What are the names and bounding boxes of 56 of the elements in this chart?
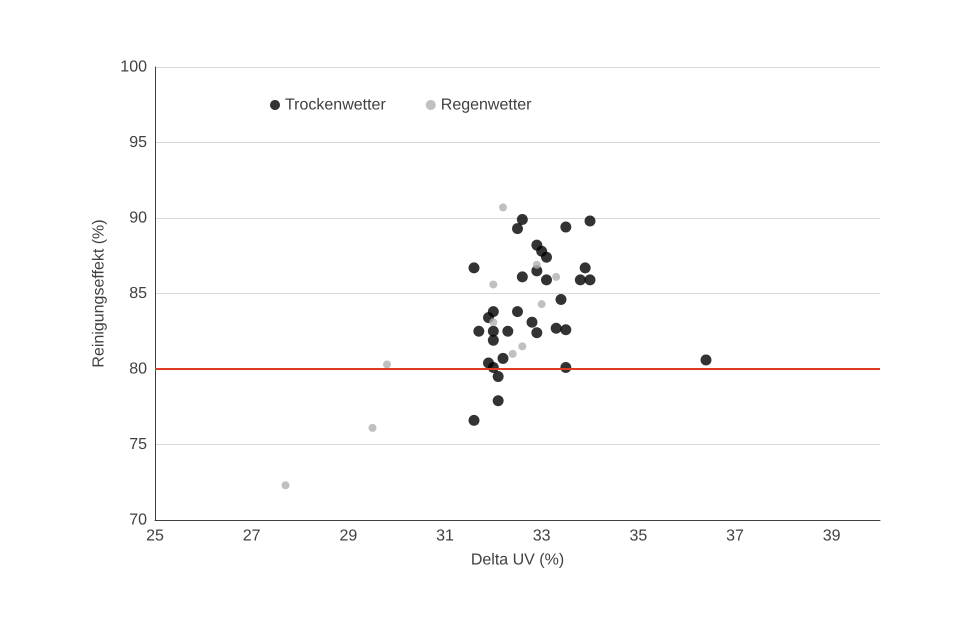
y-tick-label: 95 bbox=[129, 134, 148, 151]
x-tick-label: 29 bbox=[339, 528, 358, 544]
point bbox=[512, 306, 523, 318]
point bbox=[498, 352, 508, 364]
point bbox=[560, 324, 572, 336]
point bbox=[368, 424, 376, 432]
y-tick-label: 80 bbox=[129, 360, 148, 378]
point bbox=[499, 203, 507, 212]
point bbox=[468, 414, 480, 426]
point bbox=[502, 326, 514, 337]
x-tick-label: 25 bbox=[146, 528, 164, 544]
point bbox=[580, 262, 591, 274]
point bbox=[541, 252, 552, 263]
point bbox=[489, 280, 498, 288]
point bbox=[526, 316, 538, 328]
legend-label: Regenwetter bbox=[440, 96, 532, 114]
point bbox=[508, 350, 517, 358]
point bbox=[518, 342, 526, 350]
y-tick-label: 90 bbox=[129, 210, 148, 226]
x-tick-label: 35 bbox=[629, 528, 648, 544]
point bbox=[516, 214, 528, 226]
point bbox=[282, 481, 290, 490]
point bbox=[488, 326, 499, 337]
y-tick-label: 85 bbox=[129, 285, 148, 302]
point bbox=[512, 223, 523, 234]
point bbox=[492, 395, 504, 406]
point bbox=[531, 327, 542, 338]
point bbox=[552, 272, 560, 281]
point bbox=[584, 216, 596, 227]
point bbox=[473, 326, 484, 337]
point bbox=[560, 222, 572, 233]
point bbox=[532, 260, 541, 269]
point bbox=[556, 294, 566, 306]
point bbox=[700, 354, 712, 366]
y-tick-label: 70 bbox=[129, 512, 148, 528]
x-axis-title: Delta UV (%) bbox=[470, 552, 564, 568]
point bbox=[550, 322, 562, 334]
point bbox=[489, 318, 498, 326]
legend-label: Trockenwetter bbox=[285, 96, 386, 114]
point bbox=[468, 262, 480, 274]
point bbox=[383, 360, 391, 368]
point bbox=[538, 300, 546, 308]
y-axis-title: Reinigungseffekt (%) bbox=[90, 219, 108, 368]
x-tick-label: 27 bbox=[242, 528, 261, 544]
x-tick-label: 33 bbox=[532, 528, 551, 544]
y-tick-label: 75 bbox=[129, 436, 148, 453]
point bbox=[492, 371, 504, 382]
point bbox=[516, 271, 528, 282]
point bbox=[584, 274, 596, 286]
point bbox=[488, 334, 499, 346]
point bbox=[541, 274, 552, 286]
x-tick-label: 31 bbox=[436, 528, 454, 544]
point bbox=[574, 274, 586, 286]
x-tick-label: 37 bbox=[726, 528, 744, 544]
x-tick-label: 39 bbox=[822, 528, 841, 544]
y-tick-label: 100 bbox=[120, 58, 148, 76]
